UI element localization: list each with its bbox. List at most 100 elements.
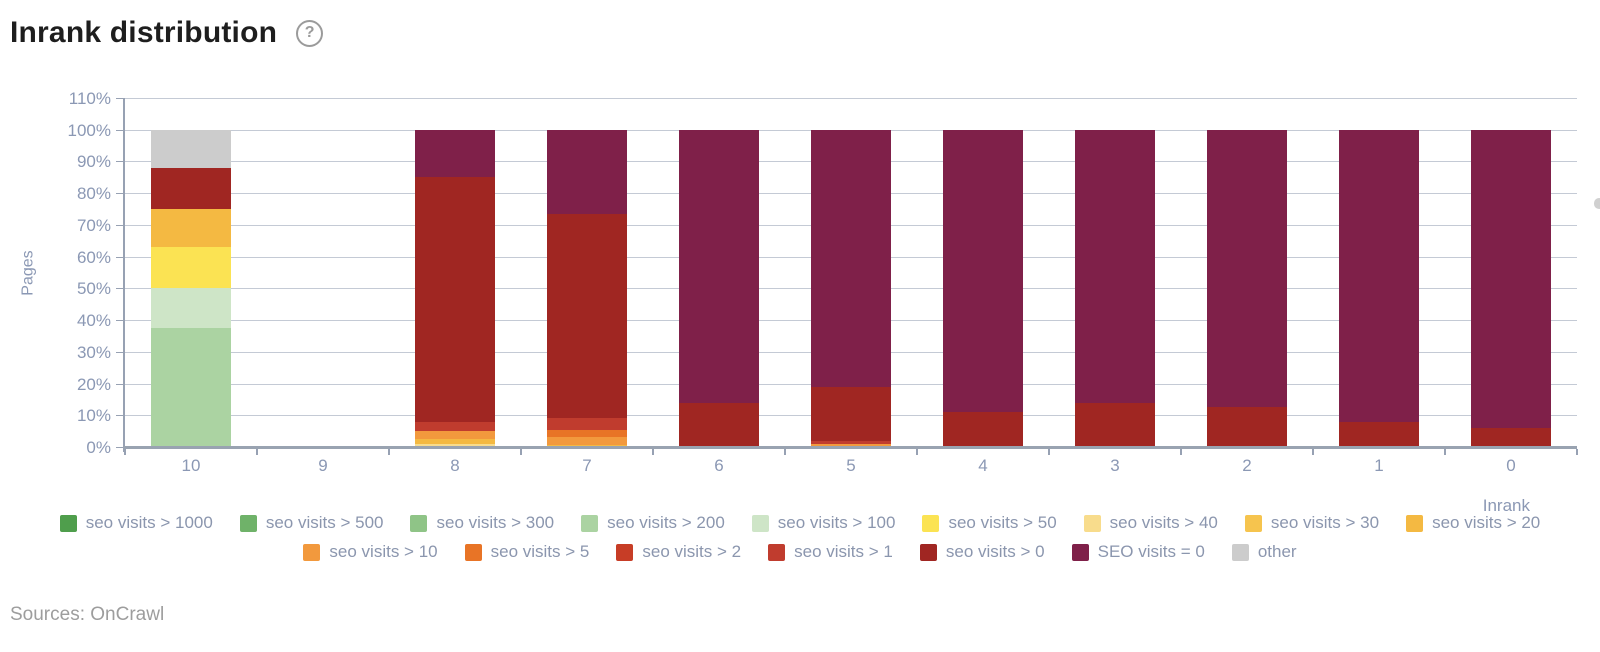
y-tick-label: 20% <box>76 374 111 394</box>
x-tick-mark <box>1048 449 1050 455</box>
bar-segment[interactable] <box>943 412 1023 447</box>
bar-segment[interactable] <box>415 431 495 440</box>
x-tick-mark <box>916 449 918 455</box>
y-tick-mark <box>116 288 125 290</box>
bar-segment[interactable] <box>1471 129 1551 428</box>
bar-segment[interactable] <box>1471 427 1551 447</box>
bar-segment[interactable] <box>547 444 627 447</box>
legend-item[interactable]: other <box>1231 542 1297 562</box>
legend-swatch-icon <box>464 543 482 561</box>
y-tick-mark <box>116 415 125 417</box>
y-tick-label: 70% <box>76 215 111 235</box>
legend-swatch-icon <box>59 514 77 532</box>
legend-item[interactable]: seo visits > 300 <box>410 513 554 533</box>
legend-swatch-icon <box>1071 543 1089 561</box>
legend-label: seo visits > 0 <box>945 542 1045 561</box>
y-tick-label: 40% <box>76 311 111 331</box>
legend-swatch-icon <box>1083 514 1101 532</box>
bar-segment[interactable] <box>679 129 759 403</box>
bar-segment[interactable] <box>943 129 1023 413</box>
x-tick-mark <box>652 449 654 455</box>
help-icon[interactable]: ? <box>296 19 324 47</box>
legend-label: seo visits > 300 <box>436 513 555 532</box>
y-tick-label: 110% <box>68 89 111 108</box>
legend-item[interactable]: seo visits > 200 <box>581 513 725 533</box>
bar-segment[interactable] <box>679 402 759 447</box>
legend-swatch-icon <box>1231 543 1249 561</box>
legend-item[interactable]: seo visits > 20 <box>1406 513 1540 533</box>
legend-item[interactable]: seo visits > 30 <box>1244 513 1379 533</box>
bar-segment[interactable] <box>151 328 231 447</box>
legend-item[interactable]: seo visits > 2 <box>616 542 741 562</box>
y-tick-label: 100% <box>67 120 111 140</box>
x-tick-mark <box>784 449 786 455</box>
legend-label: seo visits > 5 <box>490 542 590 561</box>
legend-item[interactable]: seo visits > 1 <box>768 542 893 562</box>
y-tick-label: 60% <box>76 247 111 267</box>
bar-segment[interactable] <box>151 247 231 289</box>
legend-item[interactable]: seo visits > 500 <box>239 513 383 533</box>
bar-segment[interactable] <box>1075 402 1155 447</box>
edge-artifact <box>1594 198 1600 209</box>
x-tick-mark <box>124 449 126 455</box>
bar-segment[interactable] <box>811 386 891 441</box>
y-tick-label: 50% <box>76 279 111 299</box>
y-tick-label: 0% <box>86 438 111 457</box>
legend-item[interactable]: seo visits > 5 <box>464 542 590 562</box>
bar-segment[interactable] <box>547 213 627 419</box>
legend-swatch-icon <box>1244 514 1262 532</box>
bar-segment[interactable] <box>1339 129 1419 422</box>
bar-segment[interactable] <box>415 443 495 447</box>
bar-segment[interactable] <box>547 429 627 438</box>
x-category-label: 6 <box>714 456 724 475</box>
inrank-distribution-chart: Pages 0% 10% 20% 30% 40% 50% 60% 70% 80% 90% 100% 1… <box>20 89 1578 515</box>
x-axis-line <box>123 446 1577 449</box>
legend-swatch-icon <box>410 514 428 532</box>
bar-segment[interactable] <box>151 209 231 248</box>
legend-swatch-icon <box>303 543 321 561</box>
bar-segment[interactable] <box>811 443 891 447</box>
legend-label: seo visits > 50 <box>948 513 1057 532</box>
bar-segment[interactable] <box>151 167 231 210</box>
legend-label: seo visits > 100 <box>777 513 896 532</box>
bar-segment[interactable] <box>151 288 231 329</box>
x-tick-mark <box>1576 449 1578 455</box>
legend-item[interactable]: seo visits > 100 <box>751 513 896 533</box>
x-category-label: 8 <box>450 456 460 475</box>
legend-item[interactable]: seo visits > 1000 <box>59 513 213 533</box>
legend-item[interactable]: seo visits > 40 <box>1083 513 1218 533</box>
y-tick-mark <box>116 161 125 163</box>
bar-segment[interactable] <box>415 439 495 444</box>
legend-label: SEO visits = 0 <box>1097 542 1205 561</box>
y-tick-mark <box>116 351 125 353</box>
legend-swatch-icon <box>239 514 257 532</box>
bar-segment[interactable] <box>547 437 627 445</box>
legend-item[interactable]: seo visits > 10 <box>303 542 438 562</box>
legend-item[interactable]: seo visits > 0 <box>919 542 1045 562</box>
legend-swatch-icon <box>922 514 940 532</box>
x-category-label: 4 <box>978 456 988 475</box>
x-category-label: 3 <box>1110 456 1120 475</box>
legend-label: seo visits > 1 <box>794 542 893 561</box>
bar-segment[interactable] <box>1075 129 1155 403</box>
bar-segment[interactable] <box>415 129 495 178</box>
legend-item[interactable]: SEO visits = 0 <box>1071 542 1205 562</box>
bar-segment[interactable] <box>415 177 495 422</box>
y-tick-mark <box>116 383 125 385</box>
bar-segment[interactable] <box>415 421 495 432</box>
bar-segment[interactable] <box>811 440 891 444</box>
x-category-label: 5 <box>846 456 856 475</box>
legend-label: seo visits > 10 <box>329 542 438 561</box>
legend-item[interactable]: seo visits > 50 <box>922 513 1057 533</box>
bar-segment[interactable] <box>811 129 891 387</box>
legend-swatch-icon <box>616 543 634 561</box>
x-category-label: 10 <box>181 456 201 475</box>
y-tick-mark <box>116 256 125 258</box>
bar-segment[interactable] <box>547 418 627 430</box>
x-category-label: 9 <box>318 456 328 475</box>
bar-segment[interactable] <box>547 129 627 214</box>
bar-segment[interactable] <box>1207 407 1287 447</box>
bar-segment[interactable] <box>151 129 231 168</box>
bar-segment[interactable] <box>1207 129 1287 408</box>
bar-segment[interactable] <box>1339 421 1419 447</box>
